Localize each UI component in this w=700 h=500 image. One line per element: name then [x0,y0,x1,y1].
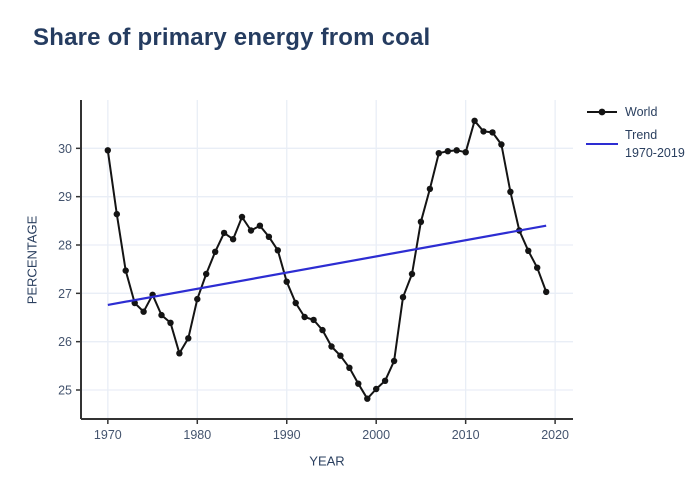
world-data-point [310,316,317,324]
world-data-point [426,185,434,193]
world-data-point [489,129,496,136]
y-tick-label: 25 [58,384,72,398]
trend-line-swatch [586,143,618,146]
world-data-point [462,149,469,156]
world-data-point [399,294,407,301]
x-tick-label: 2000 [362,428,390,442]
world-data-point [453,147,460,154]
legend-item-trend[interactable]: Trend 1970-2019 [586,126,685,162]
world-data-point [104,147,112,154]
world-data-point [256,222,264,229]
world-data-point [328,343,335,350]
x-tick-label: 2020 [541,428,569,442]
world-data-point [247,227,255,234]
chart-title: Share of primary energy from coal [33,24,431,51]
y-tick-label: 27 [58,287,72,301]
world-data-point [355,380,362,387]
world-data-point [203,270,210,278]
world-data-point [390,357,398,365]
world-data-point [194,295,201,303]
y-tick-label: 30 [58,142,72,156]
world-data-point [140,308,147,315]
world-data-point [274,247,281,254]
y-axis-title: PERCENTAGE [24,215,40,305]
legend-item-world[interactable]: World [586,103,685,121]
legend: World Trend 1970-2019 [586,103,685,167]
world-data-point [444,148,451,155]
world-data-point [507,188,514,195]
world-data-point [229,236,237,243]
x-tick-label: 1980 [183,428,211,442]
legend-label-world: World [625,105,658,119]
world-series-line [106,119,548,400]
y-tick-label: 29 [58,190,72,204]
world-data-point [220,229,228,237]
y-tick-label: 28 [58,239,72,253]
world-data-point [543,288,550,296]
world-line-marker-swatch [586,106,618,118]
y-tick-label: 26 [58,335,72,349]
world-data-point [471,117,478,125]
world-data-point [185,335,192,342]
world-data-point [498,141,505,148]
world-data-point [346,364,353,371]
world-data-point [525,247,532,254]
world-data-point [158,311,165,319]
world-data-point [381,377,389,384]
x-axis-title: YEAR [309,453,345,469]
world-data-point [265,233,273,240]
world-data-point [283,278,290,285]
world-data-point [292,299,299,307]
world-data-point [408,270,416,278]
x-tick-label: 1990 [273,428,301,442]
trend-line [107,224,547,307]
world-data-point [364,395,371,402]
world-data-point [122,267,129,274]
world-data-point [212,248,219,255]
world-data-point [167,319,174,326]
world-data-point [301,313,308,321]
world-data-point [319,326,326,334]
world-data-point [435,150,442,157]
world-data-point [238,213,246,221]
x-tick-label: 1970 [94,428,122,442]
legend-label-trend: Trend 1970-2019 [625,128,685,161]
world-data-point [337,352,344,359]
world-data-point [480,128,487,135]
world-data-point [534,264,541,271]
x-tick-label: 2010 [452,428,480,442]
world-data-point [373,385,380,393]
world-data-point [113,210,121,218]
world-data-point [417,218,425,225]
world-data-point [176,350,183,357]
